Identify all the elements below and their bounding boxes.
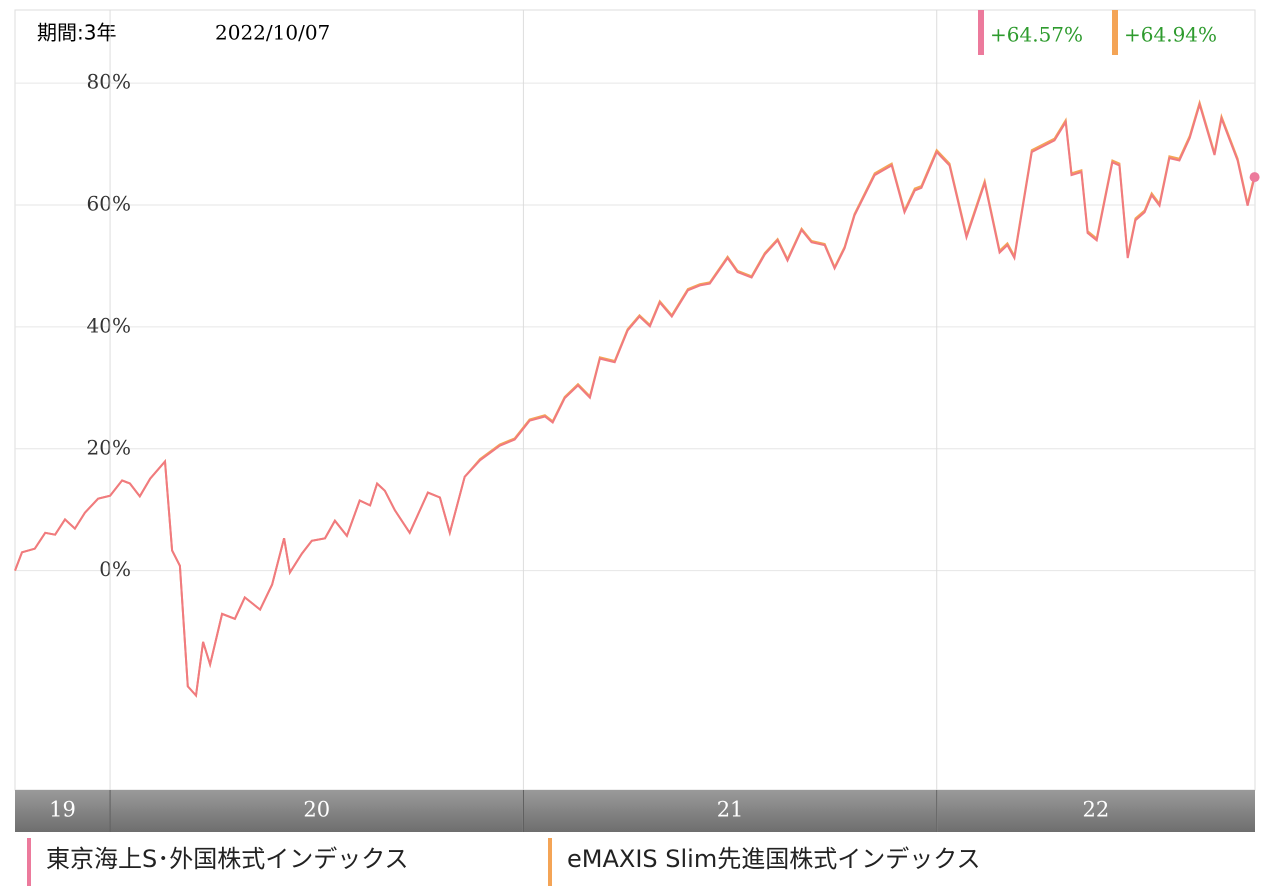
y-tick-label: 0% <box>99 557 131 581</box>
header-swatch <box>978 10 984 55</box>
y-tick-label: 40% <box>87 313 131 337</box>
legend-swatch <box>548 838 552 886</box>
y-tick-label: 80% <box>87 70 131 94</box>
year-band <box>15 790 1255 832</box>
year-label: 21 <box>717 798 744 822</box>
year-label: 20 <box>303 798 330 822</box>
end-label: +64.94% <box>1124 23 1217 47</box>
legend-label: 東京海上S･外国株式インデックス <box>46 845 409 873</box>
legend-label: eMAXIS Slim先進国株式インデックス <box>567 845 981 873</box>
year-label: 22 <box>1082 798 1109 822</box>
period: 期間:3年 <box>37 21 116 45</box>
year-label: 19 <box>49 798 76 822</box>
header-swatch <box>1112 10 1118 55</box>
y-tick-label: 60% <box>87 192 131 216</box>
plot-frame <box>14 9 1256 791</box>
legend-swatch <box>27 838 31 886</box>
date: 2022/10/07 <box>215 21 330 45</box>
end-dot <box>1249 172 1260 183</box>
y-tick-label: 20% <box>87 435 131 459</box>
end-label: +64.57% <box>990 23 1083 47</box>
series-line <box>14 100 1256 698</box>
